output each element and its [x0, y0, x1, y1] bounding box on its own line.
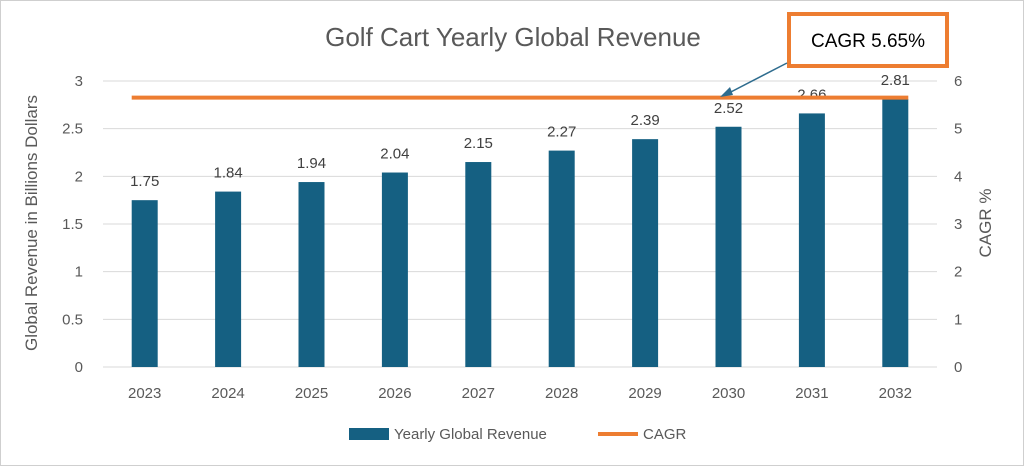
data-label: 1.75	[130, 173, 159, 190]
y-tick-label-right: 1	[954, 311, 962, 328]
y-tick-label-right: 0	[954, 359, 962, 376]
callout: CAGR 5.65%	[720, 12, 949, 97]
right-axis-ticks: 0 1 2 3 4 5 6	[954, 73, 962, 376]
x-tick-label: 2031	[795, 385, 828, 402]
bar	[715, 126, 742, 367]
x-tick-label: 2028	[545, 385, 578, 402]
bar	[215, 191, 242, 367]
left-axis-ticks: 0 0.5 1 1.5 2 2.5 3	[62, 73, 83, 376]
legend-swatch-revenue	[349, 428, 389, 440]
data-label: 2.66	[797, 86, 826, 103]
data-label: 2.27	[547, 124, 576, 141]
y-tick-label-left: 0.5	[62, 311, 83, 328]
x-tick-label: 2024	[211, 385, 244, 402]
data-label: 1.94	[297, 155, 326, 172]
callout-arrow	[724, 62, 788, 96]
data-label: 2.81	[881, 72, 910, 89]
y-tick-label-right: 2	[954, 264, 962, 281]
callout-arrowhead	[720, 87, 733, 97]
y-tick-label-left: 2.5	[62, 121, 83, 138]
data-label: 1.84	[213, 165, 242, 182]
legend: Yearly Global Revenue CAGR	[349, 426, 687, 443]
x-tick-label: 2027	[462, 385, 495, 402]
bar	[131, 200, 158, 367]
callout-text: CAGR 5.65%	[811, 31, 925, 52]
y-tick-label-left: 3	[75, 73, 83, 90]
data-label: 2.04	[380, 146, 409, 163]
bar	[882, 99, 909, 367]
bar	[548, 150, 575, 367]
y-tick-label-left: 0	[75, 359, 83, 376]
x-tick-label: 2023	[128, 385, 161, 402]
data-label: 2.39	[630, 112, 659, 129]
y-tick-label-left: 1	[75, 264, 83, 281]
bar	[381, 172, 408, 367]
y-tick-label-right: 3	[954, 216, 962, 233]
x-tick-label: 2030	[712, 385, 745, 402]
legend-label-revenue: Yearly Global Revenue	[394, 426, 547, 443]
data-label: 2.15	[464, 135, 493, 152]
legend-label-cagr: CAGR	[643, 426, 687, 443]
y-tick-label-right: 5	[954, 121, 962, 138]
callout-box	[787, 12, 949, 68]
bar	[798, 113, 825, 367]
chart-title: Golf Cart Yearly Global Revenue	[325, 22, 701, 52]
gridlines	[103, 80, 937, 368]
x-tick-label: 2029	[628, 385, 661, 402]
data-labels: 1.75 1.84 1.94 2.04 2.15 2.27 2.39 2.52 2.66 2.81	[130, 72, 910, 190]
y-axis-title-right: CAGR %	[976, 189, 995, 258]
data-label: 2.52	[714, 100, 743, 117]
bar-series	[131, 99, 909, 367]
x-tick-label: 2026	[378, 385, 411, 402]
bar	[298, 182, 325, 367]
y-axis-title-left: Global Revenue in Billions Dollars	[22, 95, 41, 351]
y-tick-label-left: 2	[75, 168, 83, 185]
bar	[632, 139, 659, 367]
x-axis-ticks: 2023 2024 2025 2026 2027 2028 2029 2030 2031 2032	[128, 385, 912, 402]
bar	[465, 162, 492, 367]
y-tick-label-right: 6	[954, 73, 962, 90]
y-tick-label-left: 1.5	[62, 216, 83, 233]
x-tick-label: 2025	[295, 385, 328, 402]
y-tick-label-right: 4	[954, 168, 962, 185]
x-tick-label: 2032	[879, 385, 912, 402]
